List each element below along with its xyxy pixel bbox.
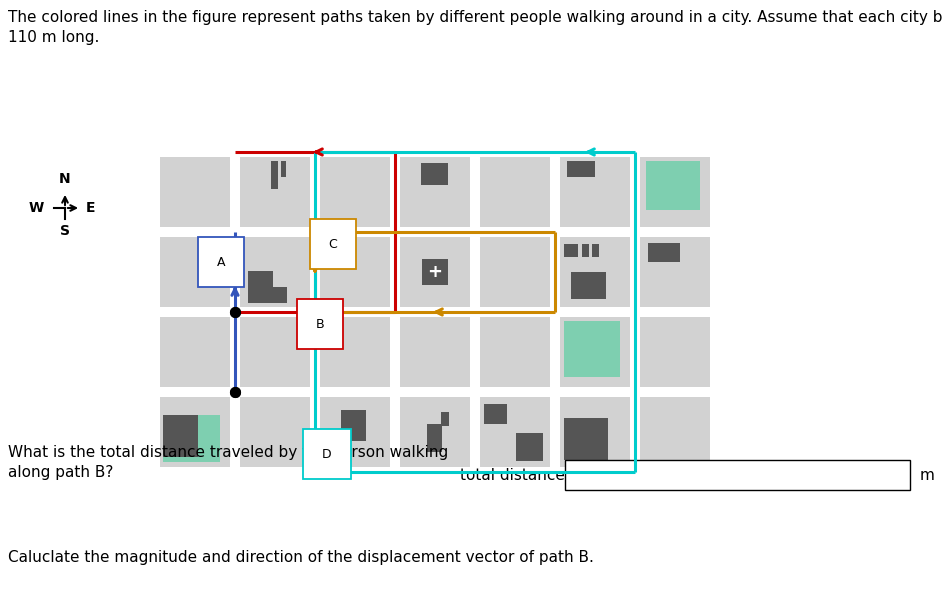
Bar xyxy=(320,317,390,387)
Bar xyxy=(560,157,630,227)
Bar xyxy=(560,237,630,307)
Bar xyxy=(320,157,390,227)
Bar xyxy=(564,321,620,378)
Bar xyxy=(422,259,448,285)
Bar xyxy=(248,271,273,288)
Bar xyxy=(640,237,710,307)
Bar xyxy=(571,272,606,298)
Text: What is the total distance traveled by the person walking: What is the total distance traveled by t… xyxy=(8,445,448,460)
Text: 110 m long.: 110 m long. xyxy=(8,30,99,45)
Bar xyxy=(400,397,470,467)
Bar xyxy=(240,397,310,467)
Bar xyxy=(163,414,221,462)
Text: m: m xyxy=(920,467,935,483)
Bar xyxy=(583,244,589,257)
Text: along path B?: along path B? xyxy=(8,465,113,480)
Bar xyxy=(248,288,287,303)
Text: total distance:: total distance: xyxy=(460,467,570,483)
Bar xyxy=(240,317,310,387)
Bar xyxy=(480,157,550,227)
Bar xyxy=(564,418,607,460)
Bar xyxy=(567,161,595,176)
Bar xyxy=(271,161,278,189)
Bar xyxy=(281,161,286,176)
Bar xyxy=(163,414,198,457)
Bar xyxy=(640,397,710,467)
Bar xyxy=(400,237,470,307)
Bar xyxy=(564,244,578,257)
Text: A: A xyxy=(217,255,225,269)
Bar xyxy=(440,413,449,426)
Text: C: C xyxy=(328,237,338,251)
Bar xyxy=(320,397,390,467)
Bar xyxy=(480,397,550,467)
Bar xyxy=(160,157,230,227)
Bar xyxy=(640,157,710,227)
Bar xyxy=(400,317,470,387)
Bar xyxy=(240,157,310,227)
Bar xyxy=(560,397,630,467)
Bar xyxy=(480,317,550,387)
Text: Caluclate the magnitude and direction of the displacement vector of path B.: Caluclate the magnitude and direction of… xyxy=(8,550,594,565)
Bar xyxy=(517,434,543,461)
Bar xyxy=(341,410,366,441)
Bar xyxy=(160,237,230,307)
Bar xyxy=(160,317,230,387)
Bar xyxy=(160,397,230,467)
Text: W: W xyxy=(28,201,44,215)
Bar xyxy=(592,244,599,257)
Text: N: N xyxy=(59,172,71,186)
Bar xyxy=(484,404,506,423)
Bar xyxy=(480,237,550,307)
Bar xyxy=(640,317,710,387)
Bar xyxy=(646,161,701,210)
Bar xyxy=(560,317,630,387)
Bar xyxy=(649,243,680,262)
Text: D: D xyxy=(323,448,332,460)
Bar xyxy=(421,162,448,185)
Text: S: S xyxy=(60,224,70,238)
Text: E: E xyxy=(86,201,95,215)
Text: The colored lines in the figure represent paths taken by different people walkin: The colored lines in the figure represen… xyxy=(8,10,943,25)
Bar xyxy=(426,423,442,452)
Text: B: B xyxy=(316,318,324,330)
Text: +: + xyxy=(427,263,442,281)
Bar xyxy=(565,460,910,490)
Bar xyxy=(400,157,470,227)
Bar xyxy=(320,237,390,307)
Bar xyxy=(240,237,310,307)
